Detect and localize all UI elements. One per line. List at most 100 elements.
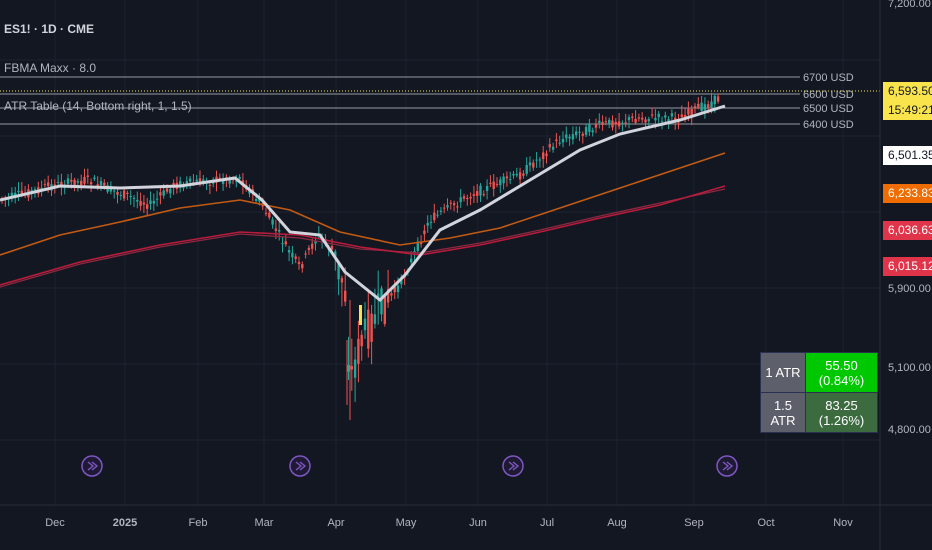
candle-body [132, 197, 136, 199]
candle-body [604, 121, 608, 123]
candle-body [571, 134, 575, 140]
candle-body [538, 159, 542, 161]
candle-body [330, 246, 334, 250]
atr-value-2: 83.25 (1.26%) [805, 392, 878, 433]
candle-body [594, 124, 598, 128]
candle-body [334, 251, 337, 257]
candle-body [512, 173, 515, 176]
price-tag-value: 6,015.12 [888, 259, 932, 273]
candle-body [99, 181, 103, 186]
candle-body [311, 243, 314, 249]
atr-row-1: 1 ATR 55.50 (0.84%) [760, 352, 878, 393]
candle-body [169, 188, 172, 194]
indicator-atr-legend[interactable]: ATR Table (14, Bottom right, 1, 1.5) [4, 99, 192, 113]
candle-body [581, 133, 584, 136]
candle-body [588, 124, 591, 132]
candle-body [578, 131, 581, 133]
candle-body [159, 192, 162, 196]
level-label: 6500 USD [803, 103, 854, 115]
atr-label-1: 1 ATR [760, 352, 806, 393]
candle-body [601, 121, 604, 125]
price-tag-ma-slow-b: 6,015.12 [883, 257, 932, 276]
candle-body [515, 173, 518, 176]
candle-body [677, 121, 680, 123]
candle-body [297, 262, 301, 265]
time-tick: Apr [327, 517, 344, 529]
candle-body [301, 264, 304, 269]
candle-body [235, 180, 238, 182]
candle-body [485, 185, 489, 192]
candle-body [489, 182, 492, 184]
candle-body [284, 241, 287, 245]
candle-body [63, 187, 66, 189]
candle-body [370, 313, 373, 342]
candle-body [591, 130, 594, 133]
candle-body [188, 178, 192, 182]
candle-body [634, 118, 637, 123]
candle-body [545, 153, 548, 157]
candle-body [291, 252, 294, 258]
candle-body [383, 295, 386, 324]
candle-body [429, 221, 433, 223]
candle-body [608, 119, 611, 125]
symbol-title[interactable]: ES1! · 1D · CME [4, 22, 95, 36]
candle-body [119, 194, 122, 196]
candle-body [505, 176, 509, 179]
candle-body [162, 190, 165, 196]
candle-body [60, 181, 63, 187]
candle-body [710, 101, 713, 108]
time-tick: May [396, 517, 417, 529]
candle-body [419, 242, 423, 245]
candle-body [363, 318, 367, 331]
ma-slow-a-line [0, 185, 726, 286]
candle-body [367, 309, 370, 349]
candle-body [43, 184, 47, 186]
candle-body [149, 200, 152, 205]
price-tick: 5,100.00 [888, 362, 931, 374]
price-tag-value: 6,501.35 [888, 148, 932, 162]
event-marker-glyph [295, 461, 307, 471]
time-tick: Jul [540, 517, 554, 529]
candle-body [525, 164, 528, 174]
candle-body [631, 116, 634, 118]
candle-body [360, 334, 363, 347]
candle-body [627, 117, 631, 121]
candle-body [443, 207, 446, 209]
candle-body [555, 139, 558, 142]
candle-body [86, 175, 89, 177]
candle-body [617, 121, 621, 127]
candle-body [561, 138, 565, 143]
candle-body [258, 198, 261, 202]
candle-body [96, 184, 99, 188]
time-tick: Oct [757, 517, 774, 529]
candle-body [568, 136, 571, 139]
candle-body [492, 181, 495, 189]
candle-body [89, 182, 93, 185]
candle-body [373, 314, 377, 324]
candle-body [499, 179, 502, 186]
time-tick: Aug [607, 517, 627, 529]
candle-body [548, 144, 551, 148]
candle-body [146, 204, 149, 209]
candle-body [103, 182, 106, 186]
price-tag-last-price: 6,593.50 15:49:21 [883, 82, 932, 120]
time-tick: Mar [255, 517, 274, 529]
candle-body [466, 198, 469, 200]
indicator-fbma-legend[interactable]: FBMA Maxx · 8.0 [4, 61, 97, 75]
candle-body [472, 194, 476, 196]
candle-body [446, 205, 449, 208]
price-tag-ma-fast: 6,501.35 [883, 146, 932, 165]
candle-body [542, 152, 545, 160]
candle-body [113, 190, 116, 192]
candle-body [202, 179, 205, 183]
time-tick: Dec [45, 517, 65, 529]
candle-body [116, 192, 119, 195]
candle-body [551, 146, 555, 150]
event-marker-glyph [508, 461, 520, 471]
candle-body [271, 219, 274, 225]
candle-body [707, 104, 710, 108]
atr-value-1: 55.50 (0.84%) [805, 352, 878, 393]
candle-body [713, 95, 716, 105]
